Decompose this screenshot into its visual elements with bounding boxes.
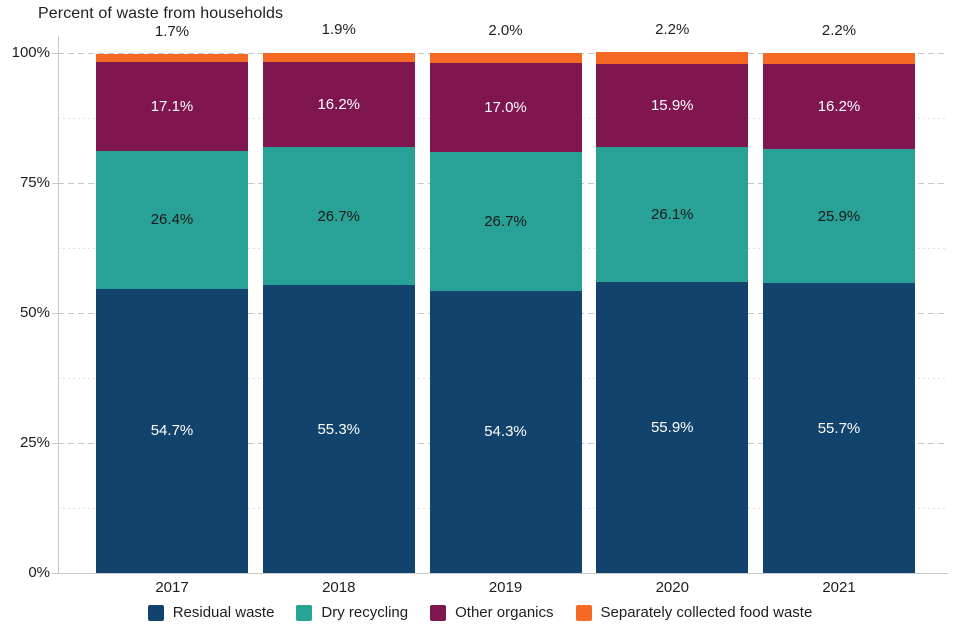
segment-residual-waste-2020: 55.9% — [596, 282, 749, 573]
segment-separately-collected-food-waste-2017 — [96, 53, 248, 63]
above-bar-value-label: 2.2% — [821, 22, 857, 39]
legend-item-dry-recycling: Dry recycling — [296, 604, 408, 621]
segment-separately-collected-food-waste-2021 — [763, 53, 915, 65]
segment-dry-recycling-2021: 25.9% — [763, 148, 915, 284]
segment-value-label: 26.7% — [317, 207, 361, 225]
legend-label: Separately collected food waste — [600, 604, 813, 621]
x-axis-category-label: 2019 — [488, 579, 523, 596]
legend-label: Dry recycling — [321, 604, 409, 621]
segment-other-organics-2019: 17.0% — [429, 63, 582, 152]
bar-2017: 54.7% 26.4% 17.1% — [96, 53, 248, 573]
bar-2020: 55.9% 26.1% 15.9% — [596, 52, 749, 573]
legend-item-separately-collected-food-waste: Separately collected food waste — [575, 604, 813, 621]
segment-value-label: 26.4% — [150, 211, 194, 229]
segment-value-label: 25.9% — [817, 207, 861, 225]
y-axis-tick-label: 25% — [19, 434, 50, 451]
segment-other-organics-2021: 16.2% — [763, 64, 915, 149]
segment-value-label: 16.2% — [317, 95, 361, 113]
above-bar-value-label: 2.0% — [488, 22, 523, 39]
segment-dry-recycling-2017: 26.4% — [96, 151, 248, 289]
bar-2021: 55.7% 25.9% 16.2% — [763, 53, 915, 573]
chart-title: Percent of waste from households — [38, 5, 284, 22]
segment-dry-recycling-2020: 26.1% — [596, 146, 749, 283]
segment-other-organics-2020: 15.9% — [596, 63, 749, 147]
segment-separately-collected-food-waste-2018 — [262, 52, 415, 63]
legend-swatch-food-waste-icon — [575, 604, 592, 621]
legend-label: Other organics — [455, 604, 554, 621]
y-axis-tick-label: 0% — [28, 564, 50, 581]
x-axis-category-label: 2018 — [322, 579, 356, 596]
legend-item-other-organics: Other organics — [430, 604, 554, 621]
y-axis-tick — [52, 573, 58, 574]
segment-value-label: 26.1% — [650, 205, 694, 223]
segment-residual-waste-2018: 55.3% — [262, 285, 415, 573]
legend-swatch-dry-recycling-icon — [296, 604, 313, 621]
segment-value-label: 54.3% — [484, 423, 527, 441]
segment-dry-recycling-2019: 26.7% — [429, 151, 582, 291]
x-axis-category-label: 2017 — [155, 579, 189, 596]
segment-residual-waste-2019: 54.3% — [429, 290, 582, 573]
segment-separately-collected-food-waste-2020 — [596, 52, 749, 64]
x-axis-category-label: 2020 — [655, 579, 689, 596]
segment-dry-recycling-2018: 26.7% — [262, 146, 415, 286]
segment-residual-waste-2021: 55.7% — [763, 283, 915, 573]
segment-other-organics-2017: 17.1% — [96, 62, 248, 152]
y-axis-line — [58, 36, 59, 573]
segment-value-label: 17.1% — [150, 98, 194, 116]
segment-value-label: 55.7% — [817, 419, 861, 437]
y-axis-tick — [52, 183, 58, 184]
segment-separately-collected-food-waste-2019 — [429, 53, 582, 64]
legend: Residual waste Dry recycling Other organ… — [0, 604, 960, 621]
bar-2019: 54.3% 26.7% 17.0% — [429, 53, 582, 573]
y-axis-tick-label: 50% — [19, 304, 50, 321]
x-axis-baseline — [58, 573, 948, 574]
y-axis-tick-label: 75% — [19, 174, 50, 191]
segment-value-label: 55.9% — [650, 419, 694, 437]
segment-value-label: 15.9% — [650, 96, 694, 114]
above-bar-value-label: 2.2% — [655, 21, 690, 39]
segment-residual-waste-2017: 54.7% — [96, 288, 248, 573]
segment-value-label: 16.2% — [817, 98, 861, 116]
x-axis-category-label: 2021 — [822, 579, 856, 596]
legend-item-residual-waste: Residual waste — [147, 604, 275, 621]
y-axis-tick-label: 100% — [11, 44, 50, 61]
segment-value-label: 26.7% — [484, 212, 527, 230]
y-axis-tick — [52, 313, 58, 314]
y-axis-tick — [52, 53, 58, 54]
legend-swatch-residual-waste-icon — [147, 604, 164, 621]
legend-swatch-other-organics-icon — [430, 604, 447, 621]
above-bar-value-label: 1.7% — [154, 22, 190, 40]
y-axis-tick — [52, 443, 58, 444]
segment-value-label: 54.7% — [150, 422, 194, 440]
segment-value-label: 17.0% — [484, 99, 527, 117]
segment-other-organics-2018: 16.2% — [262, 62, 415, 147]
segment-value-label: 55.3% — [317, 420, 361, 438]
above-bar-value-label: 1.9% — [321, 21, 356, 39]
legend-label: Residual waste — [172, 604, 275, 621]
bar-2018: 55.3% 26.7% 16.2% — [262, 52, 415, 573]
